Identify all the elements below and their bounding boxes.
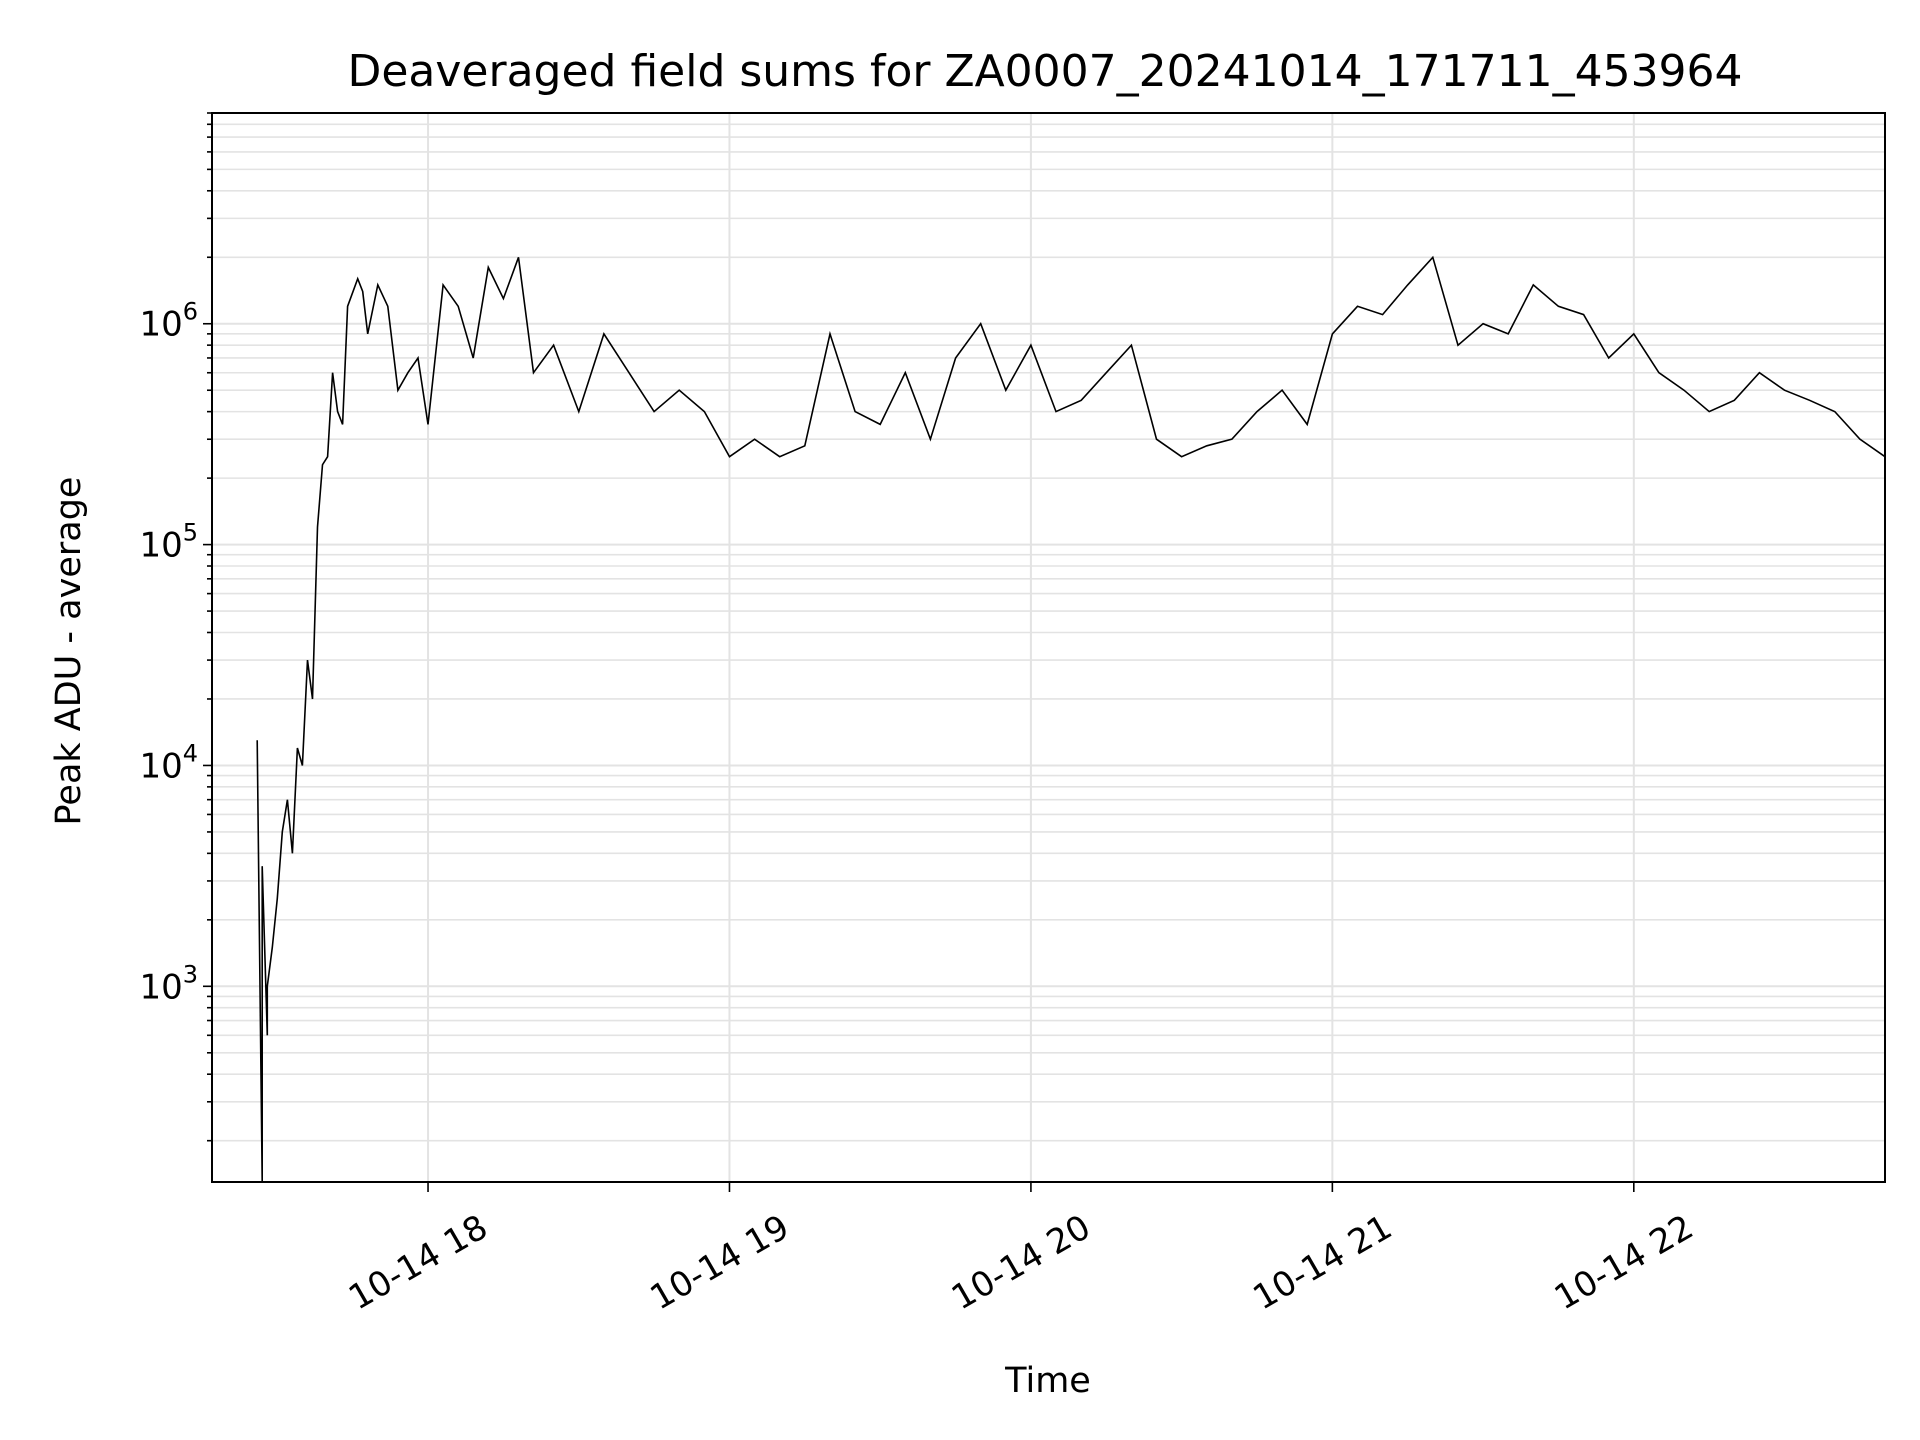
x-tick-label: 10-14 18 xyxy=(342,1207,494,1318)
y-tick-label: 104 xyxy=(139,739,198,786)
x-tick-label: 10-14 22 xyxy=(1548,1207,1700,1318)
x-tick-label: 10-14 19 xyxy=(644,1207,796,1318)
plot-frame xyxy=(211,112,1886,1183)
grid-layer xyxy=(212,112,1885,1182)
y-axis-ticks: 103 104 105 106 xyxy=(139,112,212,1142)
y-tick-label: 103 xyxy=(139,960,198,1007)
series-line xyxy=(256,255,1886,1183)
chart-title: Deaveraged field sums for ZA0007_2024101… xyxy=(347,46,1742,97)
y-axis-label: Peak ADU - average xyxy=(49,477,89,826)
y-tick-label: 105 xyxy=(139,519,198,566)
x-tick-label: 10-14 21 xyxy=(1246,1207,1398,1318)
x-tick-label: 10-14 20 xyxy=(945,1207,1097,1318)
x-axis-ticks: 10-14 18 10-14 19 10-14 20 10-14 21 10-14 22 xyxy=(342,1182,1700,1318)
x-axis-label: Time xyxy=(1004,1361,1091,1401)
y-tick-label: 106 xyxy=(139,298,198,345)
